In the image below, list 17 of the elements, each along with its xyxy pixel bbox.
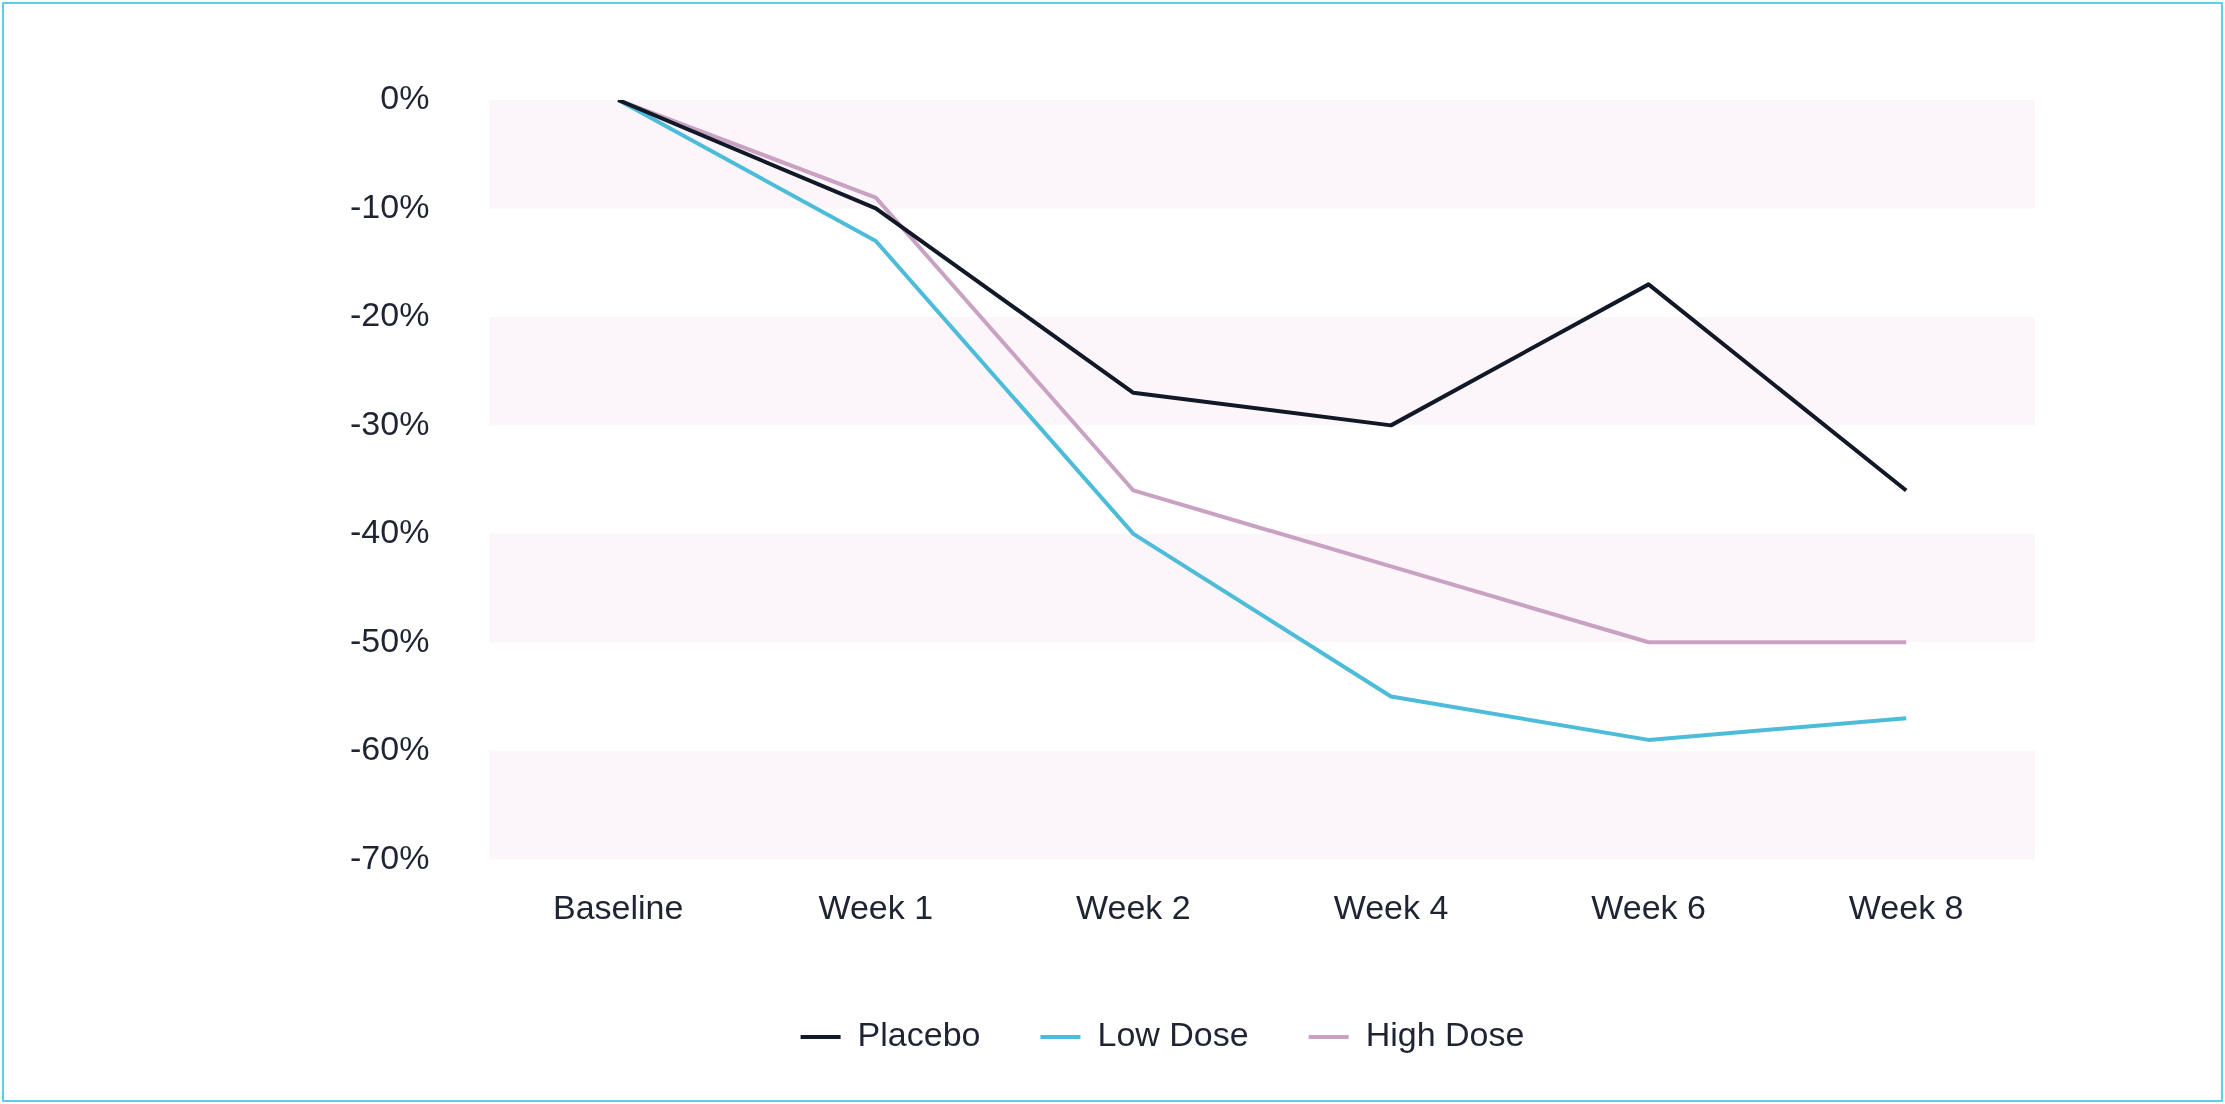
y-tick-label: -40% xyxy=(350,512,430,551)
x-tick-label: Week 4 xyxy=(1333,887,1449,926)
x-tick-label: Baseline xyxy=(552,887,684,926)
y-tick-label: -60% xyxy=(350,729,430,768)
legend-label: Placebo xyxy=(857,1015,981,1054)
y-tick-label: -70% xyxy=(350,837,430,876)
x-tick-label: Week 1 xyxy=(818,887,934,926)
x-tick-label: Week 8 xyxy=(1848,887,1964,926)
y-tick-label: -10% xyxy=(350,186,430,225)
y-tick-label: 0% xyxy=(380,78,430,117)
x-tick-label: Week 2 xyxy=(1076,887,1191,926)
y-tick-label: -30% xyxy=(350,403,430,442)
y-tick-label: -20% xyxy=(350,295,430,334)
legend-label: High Dose xyxy=(1365,1015,1525,1054)
y-tick-label: -50% xyxy=(350,620,430,659)
legend-label: Low Dose xyxy=(1097,1015,1249,1054)
x-tick-label: Week 6 xyxy=(1591,887,1706,926)
